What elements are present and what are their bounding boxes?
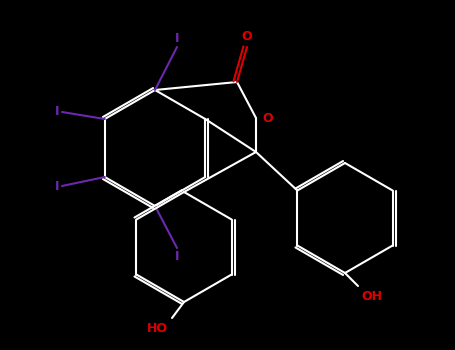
Text: OH: OH [362,289,383,302]
Text: O: O [242,30,253,43]
Text: I: I [55,180,60,193]
Text: HO: HO [147,322,168,335]
Text: I: I [175,32,179,45]
Text: I: I [55,105,60,119]
Text: O: O [263,112,273,125]
Text: I: I [175,250,179,263]
